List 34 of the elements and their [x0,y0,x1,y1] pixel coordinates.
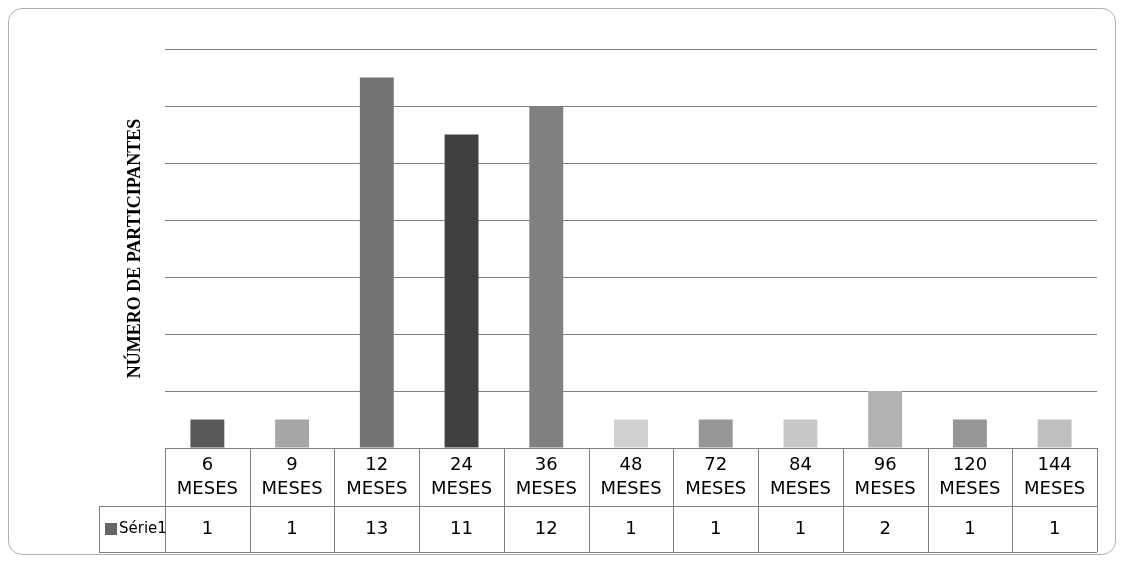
x-tick-label: 9 MESES [261,452,323,498]
x-tick-label: 120 MESES [939,452,1001,498]
x-tick-label: 12 MESES [346,452,408,498]
x-tick-label: 36 MESES [515,452,577,498]
bar [783,419,818,448]
data-label: 1 [625,516,637,538]
data-label: 1 [286,516,298,538]
x-tick-label: 72 MESES [685,452,747,498]
data-label: 1 [794,516,807,538]
bar [275,419,310,448]
x-tick-label: 144 MESES [1024,452,1086,498]
data-label: 1 [710,516,722,538]
data-label: 2 [879,516,891,538]
data-label: 1 [964,516,976,538]
bar [190,419,225,448]
data-label: 12 [534,516,558,538]
data-label: 11 [450,516,473,538]
legend-label: Série1 [119,518,167,537]
y-axis-title: NÚMERO DE PARTICIPANTES [123,118,145,379]
bar [614,419,648,448]
bar [952,419,987,448]
data-label: 1 [1048,516,1061,538]
bar [359,77,394,448]
x-tick-label: 48 MESES [600,452,662,498]
data-label: 13 [365,516,389,538]
bar [698,419,733,448]
bar [1037,419,1072,448]
x-tick-label: 24 MESES [430,452,493,498]
bar [444,134,479,448]
bar [868,391,903,448]
x-tick-label: 96 MESES [854,452,916,498]
x-tick-label: 84 MESES [769,452,832,498]
x-tick-label: 6 MESES [176,452,238,498]
data-label: 1 [201,516,214,538]
